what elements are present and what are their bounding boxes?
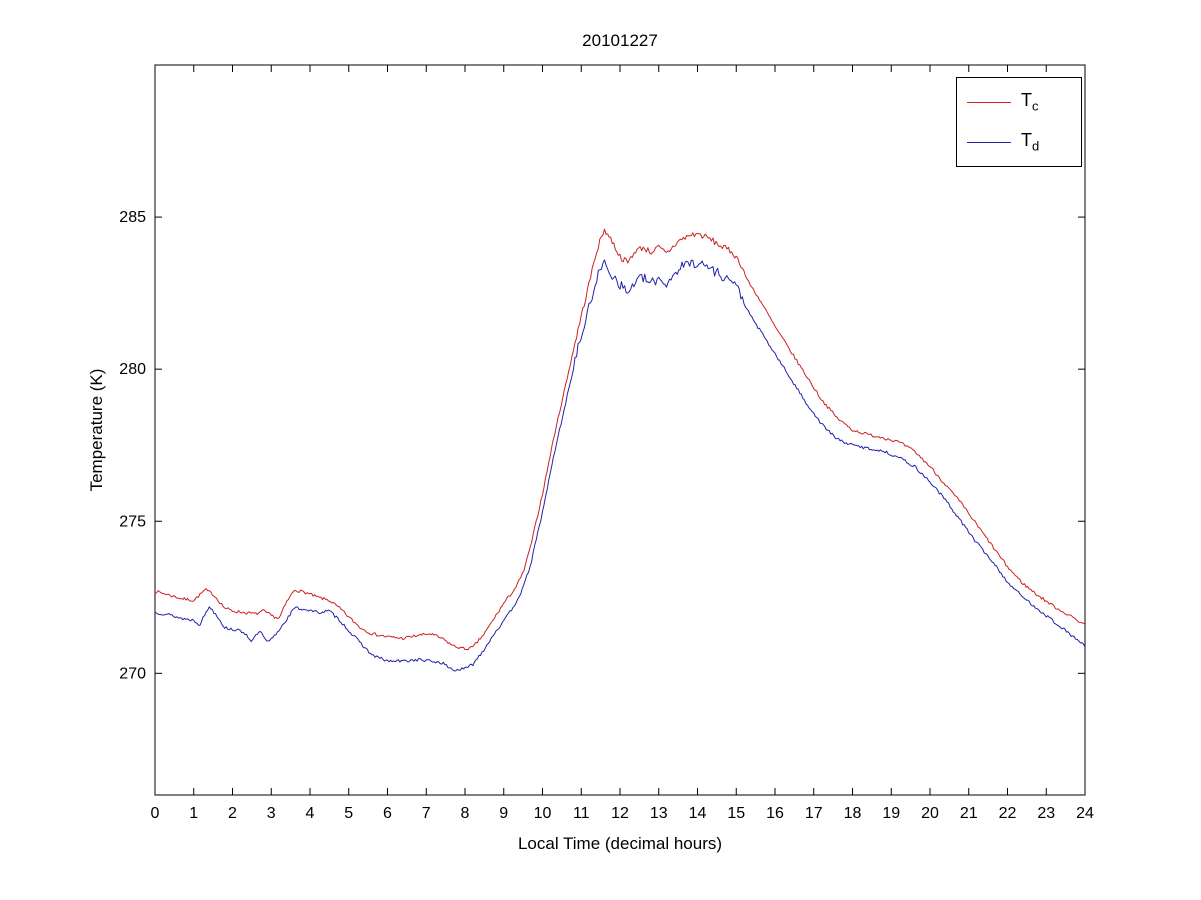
plot-box xyxy=(154,64,1086,796)
x-tick-label: 9 xyxy=(499,805,508,822)
x-tick-label: 23 xyxy=(1037,805,1055,822)
x-tick-label: 1 xyxy=(189,805,198,822)
y-axis-label: Temperature (K) xyxy=(87,368,106,492)
x-tick-label: 11 xyxy=(573,805,590,822)
legend: Tc Td xyxy=(956,77,1082,167)
legend-line-sample-td xyxy=(967,141,1011,143)
y-tick-label: 285 xyxy=(119,209,146,226)
x-axis-label: Local Time (decimal hours) xyxy=(517,834,723,853)
series-line-Tc xyxy=(154,228,1086,651)
legend-label-td: Td xyxy=(1021,131,1039,153)
x-tick-label: 16 xyxy=(766,805,784,822)
x-tick-label: 19 xyxy=(882,805,900,822)
x-tick-label: 15 xyxy=(727,805,745,822)
legend-label-td-sub: d xyxy=(1032,138,1040,154)
x-tick-label: 10 xyxy=(534,805,552,822)
legend-label-tc: Tc xyxy=(1021,91,1039,113)
x-tick-label: 14 xyxy=(689,805,707,822)
legend-line-sample-tc xyxy=(967,101,1011,103)
legend-label-tc-sub: c xyxy=(1032,98,1039,114)
x-tick-label: 12 xyxy=(611,805,629,822)
x-tick-label: 4 xyxy=(306,805,315,822)
legend-label-tc-base: T xyxy=(1021,90,1032,111)
y-tick-label: 270 xyxy=(119,665,146,682)
x-tick-label: 22 xyxy=(999,805,1017,822)
y-tick-label: 280 xyxy=(119,361,146,378)
x-tick-label: 2 xyxy=(228,805,237,822)
x-tick-label: 21 xyxy=(960,805,978,822)
x-tick-label: 0 xyxy=(151,805,160,822)
x-tick-label: 3 xyxy=(267,805,276,822)
y-tick-label: 275 xyxy=(119,513,146,530)
x-tick-label: 5 xyxy=(344,805,353,822)
series-line-Td xyxy=(154,259,1086,672)
x-tick-label: 24 xyxy=(1076,805,1094,822)
x-tick-label: 20 xyxy=(921,805,939,822)
x-tick-label: 8 xyxy=(461,805,470,822)
chart-title: 20101227 xyxy=(582,31,658,50)
x-tick-label: 18 xyxy=(844,805,862,822)
legend-label-td-base: T xyxy=(1021,130,1032,151)
x-tick-label: 17 xyxy=(805,805,823,822)
x-tick-label: 7 xyxy=(422,805,431,822)
x-tick-label: 6 xyxy=(383,805,392,822)
x-tick-label: 13 xyxy=(650,805,668,822)
legend-entry-td: Td xyxy=(957,122,1081,162)
legend-entry-tc: Tc xyxy=(957,82,1081,122)
